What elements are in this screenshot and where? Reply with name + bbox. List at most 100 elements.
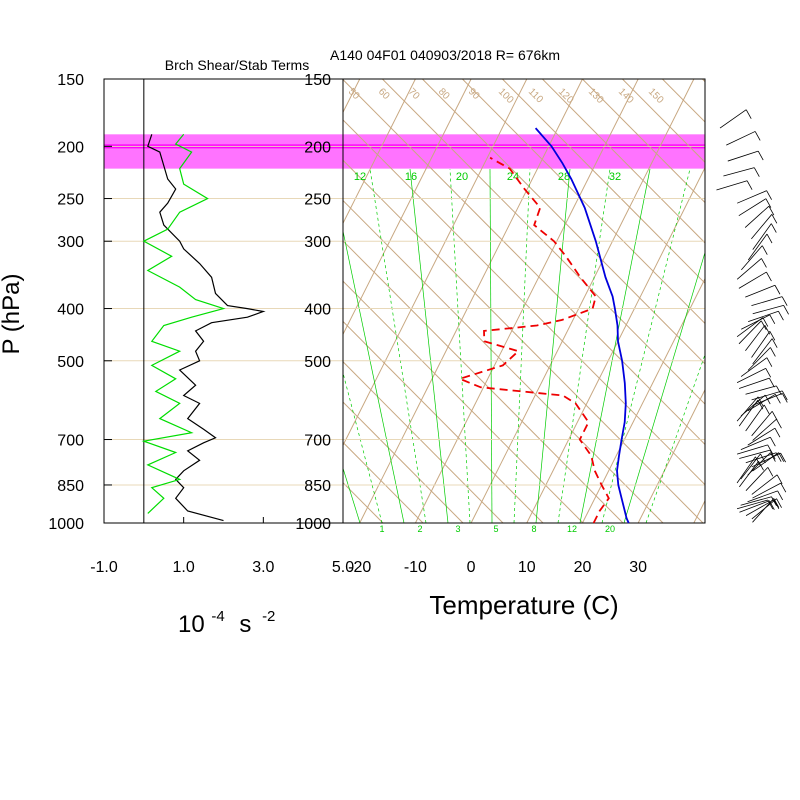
wind-barb — [736, 444, 768, 455]
x-tick-label: 3.0 — [252, 559, 274, 576]
wind-barb-flag — [754, 131, 761, 141]
wind-barb — [739, 449, 771, 459]
x-tick-label: -10 — [404, 559, 427, 576]
wind-barb — [752, 452, 779, 472]
dry-adiabat — [581, 79, 705, 204]
wind-barb — [741, 245, 763, 271]
dry-adiabat — [343, 119, 705, 486]
wind-barb-panel — [716, 109, 789, 523]
wind-barb-flag — [766, 271, 772, 282]
wind-barb-flag — [774, 285, 781, 295]
wind-barb-flag — [770, 452, 776, 462]
wind-barb — [738, 399, 759, 427]
wind-barb — [752, 338, 773, 365]
wind-barb — [723, 167, 755, 177]
wind-barb-flag — [767, 467, 774, 477]
wind-barb — [736, 317, 764, 337]
wind-barb-flag — [777, 490, 784, 501]
mixing-ratio-line — [557, 168, 611, 523]
mixing-ratio-line — [535, 168, 571, 523]
wind-barb-flag — [769, 331, 776, 341]
wind-barb-flag — [781, 296, 788, 306]
wind-barb-flag — [766, 233, 773, 244]
wind-barb — [736, 456, 756, 484]
wind-barb — [752, 223, 772, 250]
mixing-ratio-bottom-label: 2 — [417, 524, 422, 534]
wind-barb-flag — [776, 418, 782, 429]
mixing-ratio-line — [623, 251, 705, 523]
adiabat-label: 120 — [556, 86, 576, 106]
wind-barb — [745, 467, 769, 491]
mixing-ratio-line — [409, 168, 449, 523]
wind-barb-flag — [778, 452, 785, 462]
mixing-ratio-line — [513, 168, 531, 523]
mixing-ratio-line — [369, 168, 427, 523]
x-tick-label: -20 — [348, 559, 371, 576]
unit-s: s — [239, 611, 251, 638]
y-tick-label: 850 — [57, 478, 84, 495]
mixing-ratio-bottom-label: 3 — [455, 524, 460, 534]
mixing-ratio-bottom-label: 5 — [493, 524, 498, 534]
wind-barb — [738, 320, 762, 345]
adiabat-label: 90 — [466, 86, 482, 102]
wind-barb — [745, 325, 766, 351]
wind-barb-flag — [776, 474, 783, 485]
wind-barb — [736, 396, 759, 422]
dry-adiabat — [421, 79, 705, 365]
wind-barb-flag — [753, 167, 760, 177]
x-tick-label: 0 — [467, 559, 476, 576]
mixing-ratio-top-label: 32 — [609, 171, 621, 183]
wind-barb — [744, 205, 770, 228]
mixing-ratio-top-label: 12 — [354, 171, 366, 183]
wind-barb-flag — [775, 394, 781, 404]
dry-adiabat — [381, 79, 705, 405]
wind-barb — [752, 498, 775, 523]
y-tick-label: 300 — [304, 234, 331, 251]
temperature-profile — [534, 127, 630, 524]
mixing-ratio-line — [343, 371, 383, 523]
left-panel-title: Brch Shear/Stab Terms — [165, 57, 309, 73]
wind-barb — [736, 258, 762, 280]
wind-barb-flag — [769, 449, 776, 460]
wind-barb-flag — [783, 305, 789, 315]
y-tick-label: 200 — [304, 139, 331, 156]
wind-barb — [719, 109, 747, 129]
y-tick-label: 1000 — [295, 516, 331, 533]
wind-barb — [739, 461, 759, 488]
isotherm — [343, 79, 416, 225]
wind-barb — [736, 367, 766, 384]
isotherm — [343, 79, 472, 336]
wind-barb-flag — [780, 452, 786, 463]
wind-barb-flag — [761, 258, 767, 268]
wind-barb-flag — [770, 347, 776, 357]
wind-barb — [745, 404, 765, 432]
wind-barb-flag — [774, 427, 781, 438]
unit-exp2: -2 — [262, 608, 275, 625]
dry-adiabat — [343, 240, 624, 523]
y-tick-label: 300 — [57, 234, 84, 251]
mixing-ratio-line — [489, 168, 493, 523]
wind-barb — [751, 411, 773, 437]
isotherm — [414, 79, 639, 523]
wind-barb-flag — [763, 404, 770, 415]
wind-barb — [745, 499, 775, 516]
dry-adiabat — [661, 79, 705, 123]
y-axis-label: P (hPa) — [0, 274, 25, 355]
wind-barb-flag — [778, 311, 784, 321]
wind-barb-flag — [745, 109, 752, 119]
isotherm — [637, 388, 705, 523]
mixing-ratio-bottom-label: 12 — [567, 524, 577, 534]
y-tick-label: 700 — [304, 433, 331, 450]
dry-adiabat — [0, 0, 263, 523]
wind-barb — [727, 150, 759, 162]
x-tick-label: -1.0 — [90, 559, 118, 576]
adiabat-label: 110 — [526, 86, 545, 105]
dry-adiabat — [621, 79, 705, 163]
wind-barb-flag — [757, 150, 764, 161]
wind-barb-flag — [760, 453, 766, 464]
isotherm — [470, 79, 695, 523]
y-tick-label: 250 — [304, 192, 331, 209]
wind-barb-flag — [773, 498, 780, 508]
